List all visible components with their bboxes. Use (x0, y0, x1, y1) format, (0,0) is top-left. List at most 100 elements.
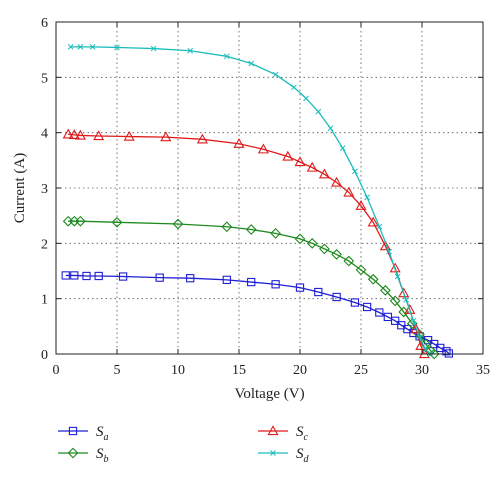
data-point-Sc (62, 128, 74, 139)
data-point-Sa (118, 272, 128, 281)
y-tick-label: 0 (41, 348, 48, 363)
data-point-Sc (74, 129, 86, 140)
data-point-Sa (222, 275, 231, 285)
data-point-Sc (233, 138, 245, 148)
data-point-Sd (114, 44, 120, 51)
data-point-Sd (89, 44, 96, 50)
x-tick-label: 0 (53, 363, 60, 378)
data-point-Sb (221, 221, 233, 233)
legend-label-sub: a (104, 432, 109, 443)
legend-label: Sc (296, 424, 309, 443)
x-axis-label: Voltage (V) (234, 386, 304, 402)
legend-label-main: S (96, 446, 104, 462)
data-point-Sb (380, 284, 391, 296)
legend-label: Sa (96, 424, 109, 443)
data-point-Sb (367, 273, 379, 285)
data-point-Sd (150, 45, 157, 52)
data-point-Sb (389, 295, 401, 307)
series-layer (61, 44, 453, 360)
y-tick-label: 2 (41, 237, 48, 252)
data-point-Sc (410, 323, 422, 334)
legend-label-main: S (296, 424, 304, 440)
data-point-Sa (61, 271, 70, 280)
x-tick-label: 10 (171, 363, 185, 378)
x-tick-label: 15 (232, 363, 246, 378)
data-point-Sa (375, 308, 384, 317)
legend-swatch-marker (68, 426, 78, 436)
data-point-Sd (352, 168, 358, 175)
legend-label: Sb (96, 446, 109, 465)
series-Sb (62, 215, 440, 360)
data-point-Sd (403, 296, 409, 303)
data-point-Sb (245, 224, 257, 235)
data-point-Sd (364, 194, 370, 201)
data-point-Sc (282, 150, 294, 161)
data-point-Sa (350, 298, 360, 307)
data-point-Sd (386, 248, 392, 255)
data-point-Sc (68, 129, 80, 140)
x-tick-label: 20 (293, 363, 307, 378)
data-point-Sa (362, 302, 372, 312)
data-point-Sb (172, 218, 184, 230)
legend-label-sub: c (304, 432, 309, 443)
y-tick-label: 4 (41, 127, 48, 142)
data-point-Sa (391, 316, 400, 325)
data-point-Sa (247, 277, 256, 287)
legend-label-main: S (96, 424, 104, 440)
data-point-Sa (442, 347, 451, 356)
series-line-Sd (70, 46, 431, 355)
x-tick-label: 30 (415, 363, 429, 378)
data-point-Sb (343, 255, 355, 267)
data-point-Sa (444, 349, 453, 358)
data-point-Sc (355, 199, 367, 210)
data-point-Sb (331, 249, 342, 260)
data-point-Sc (331, 176, 343, 187)
legend-label-sub: d (304, 454, 310, 465)
x-tick-label: 25 (354, 363, 368, 378)
legend-swatch-marker (270, 450, 276, 456)
data-point-Sb (111, 216, 123, 228)
legend-item-Sd: Sd (258, 446, 310, 465)
legend-label-sub: b (104, 454, 109, 465)
data-point-Sb (319, 243, 330, 255)
data-point-Sd (291, 84, 297, 91)
data-point-Sc (196, 133, 208, 144)
legend-swatch-marker (267, 425, 279, 436)
data-point-Sc (367, 216, 379, 227)
data-point-Sa (314, 287, 323, 297)
data-point-Sa (155, 273, 164, 282)
series-Sd (67, 44, 434, 357)
x-tick-label: 5 (114, 363, 121, 378)
data-point-Sb (306, 237, 318, 249)
series-line-Sc (68, 133, 426, 355)
data-point-Sd (416, 334, 423, 341)
data-point-Sa (70, 271, 79, 280)
legend-item-Sa: Sa (58, 424, 109, 443)
legend-item-Sb: Sb (58, 446, 109, 465)
y-tick-label: 3 (41, 182, 48, 197)
data-point-Sc (93, 130, 105, 141)
data-point-Sd (394, 273, 401, 280)
data-point-Sb (75, 215, 86, 227)
data-point-Sc (343, 186, 355, 197)
x-tick-label: 35 (476, 363, 490, 378)
legend-item-Sc: Sc (258, 424, 309, 443)
series-Sa (61, 271, 453, 358)
data-point-Sd (77, 44, 84, 50)
data-point-Sa (186, 274, 195, 283)
data-point-Sc (379, 240, 391, 251)
data-point-Sd (339, 145, 346, 152)
data-point-Sc (404, 304, 416, 314)
data-point-Sc (389, 262, 401, 273)
data-point-Sd (223, 53, 230, 60)
data-point-Sd (303, 95, 309, 102)
data-point-Sd (187, 47, 194, 54)
data-point-Sd (327, 125, 334, 132)
data-point-Sd (315, 108, 322, 115)
legend-swatch-marker (67, 447, 79, 459)
y-axis-label: Current (A) (12, 153, 28, 223)
y-tick-label: 5 (41, 71, 48, 86)
data-point-Sa (332, 292, 341, 302)
